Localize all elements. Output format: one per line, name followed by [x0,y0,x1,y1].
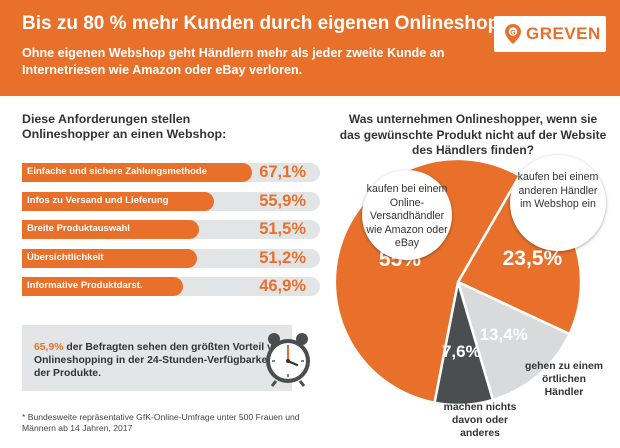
clock-icon [266,333,310,387]
bar-row: Infos zu Versand und Lieferung 55,9% [22,191,320,211]
map-pin-icon: G [505,24,521,44]
pie-slice-local-retailer [456,279,572,402]
footnote: * Bundesweite repräsentative GfK-Online-… [22,412,300,433]
bar-category-label: Übersichtlichkeit [27,251,104,263]
pie-value-label-other-webshop: 23,5% [502,246,563,270]
bar-category-label: Informative Produktdarst. [27,280,143,291]
brand-logo: G GREVEN [494,16,606,52]
bar-value-label: 51,2% [259,248,306,267]
callout-box: 65,9% der Befragten sehen den größten Vo… [22,325,292,391]
bar-fill: Breite Produktauswahl [22,220,199,239]
logo-wordmark: GREVEN [526,24,601,43]
bar-row: Übersichtlichkeit 51,2% [22,248,320,268]
pie-category-label-online-retailer: kaufen bei einem Online-Versandhändler w… [366,183,448,249]
callout-highlight: 65,9% [34,342,64,353]
svg-text:G: G [510,29,515,36]
page-title: Bis zu 80 % mehr Kunden durch eigenen On… [22,13,500,34]
pie-chart-title: Was unternehmen Onlineshopper, wenn sie … [339,112,607,157]
header-banner: Bis zu 80 % mehr Kunden durch eigenen On… [0,0,620,96]
pie-category-label-other-webshop: kaufen bei einem anderen Händler im Webs… [517,171,599,210]
pie-category-bubble-online-retailer: kaufen bei einem Online-Versandhändler w… [362,170,452,260]
bar-value-label: 67,1% [259,163,306,181]
bar-row: Breite Produktauswahl 51,5% [22,220,320,239]
pie-value-label-local-retailer: 13,4% [479,325,528,345]
pie-category-label-local-retailer: gehen zu einem örtlichen Händler [525,361,603,398]
bar-row: Einfache und sichere Zahlungsmethode 67,1… [22,163,320,182]
bar-chart-title: Diese Anforderungen stellen Onlineshoppe… [22,112,227,141]
callout-text: 65,9% der Befragten sehen den größten Vo… [34,341,286,380]
page-subtitle: Ohne eigenen Webshop geht Händlern mehr … [22,46,445,77]
bar-value-label: 46,9% [259,277,306,295]
pie-value-label-nothing: 7,6% [441,341,481,361]
bar-category-label: Einfache und sichere Zahlungsmethode [27,166,208,177]
bar-value-label: 55,9% [259,191,306,210]
bar-row: Informative Produktdarst. 46,9% [22,277,320,296]
pie-category-label-nothing: machen nichts davon oder anderes [443,402,517,439]
bar-category-label: Infos zu Versand und Lieferung [27,194,169,206]
pie-category-bubble-other-webshop: kaufen bei einem anderen Händler im Webs… [510,155,606,251]
bar-fill: Infos zu Versand und Lieferung [22,191,214,211]
bar-fill: Übersichtlichkeit [22,248,197,268]
bar-value-label: 51,5% [259,220,306,238]
bar-fill: Informative Produktdarst. [22,277,183,296]
bar-category-label: Breite Produktauswahl [27,223,130,234]
callout-body: der Befragten sehen den größten Vorteil … [34,342,286,379]
bar-fill: Einfache und sichere Zahlungsmethode [22,163,252,182]
